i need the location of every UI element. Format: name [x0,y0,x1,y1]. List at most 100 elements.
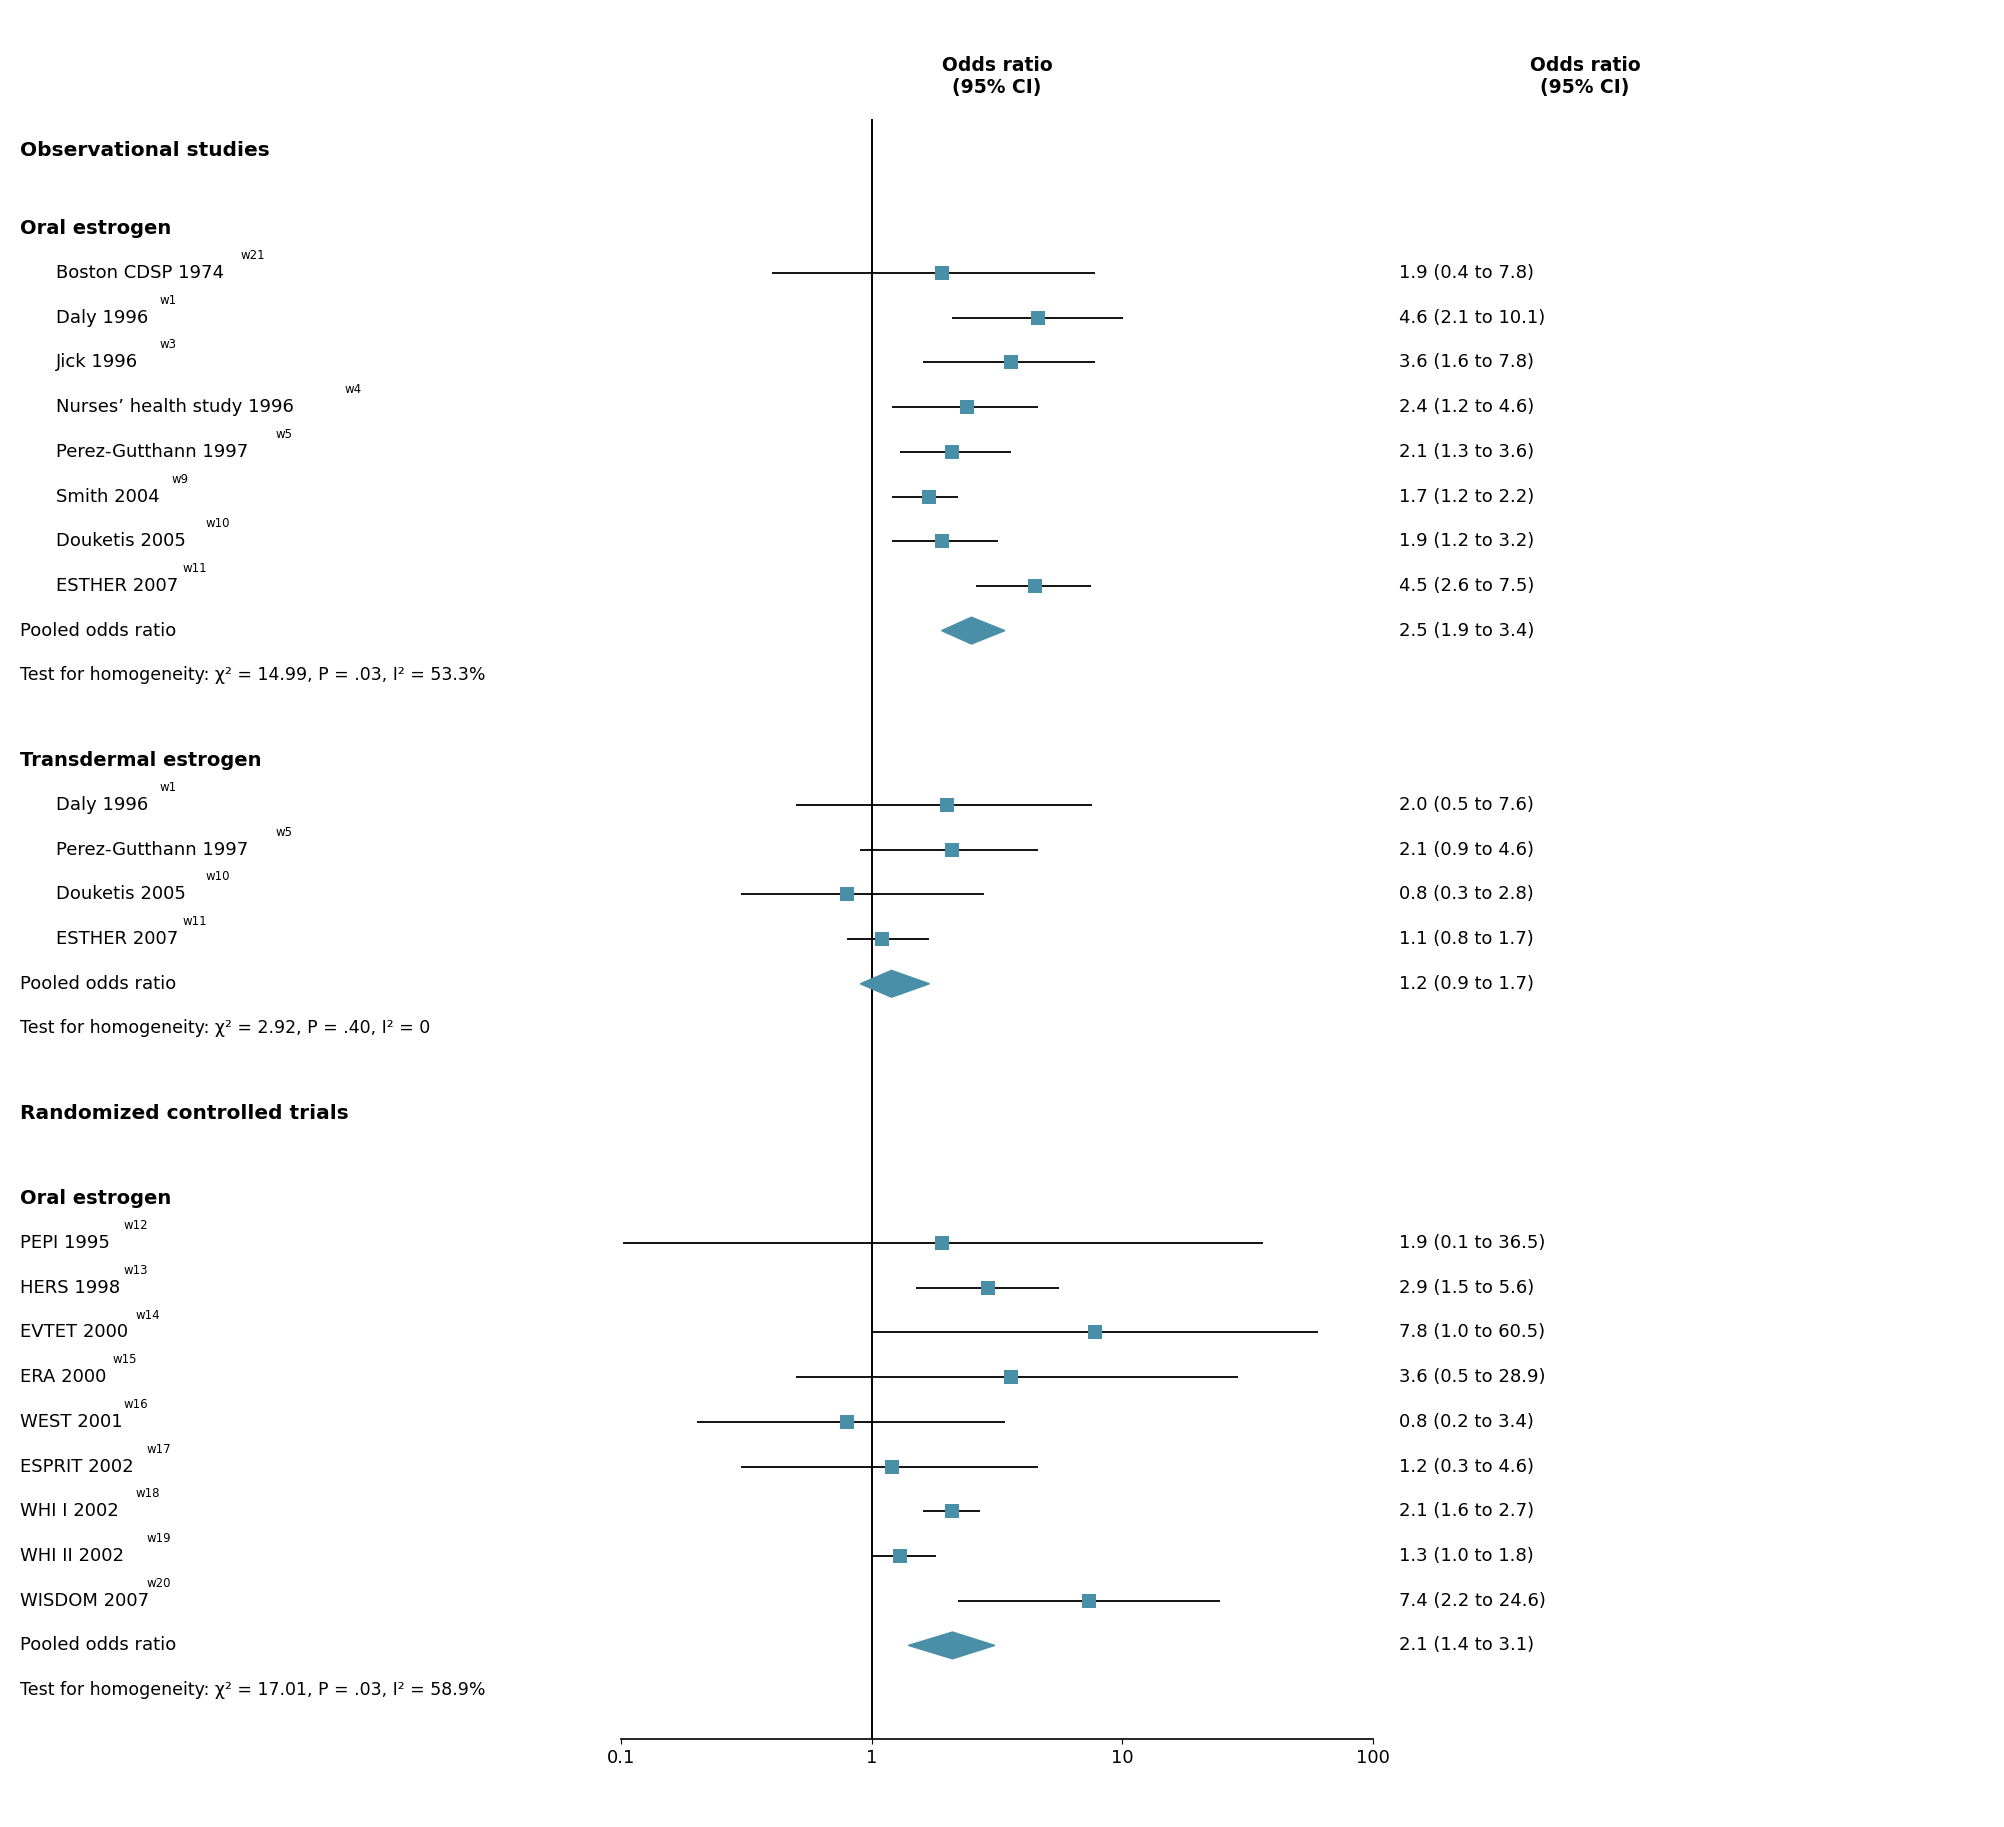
Text: Odds ratio
(95% CI): Odds ratio (95% CI) [942,57,1052,97]
Text: 0.8 (0.2 to 3.4): 0.8 (0.2 to 3.4) [1399,1412,1533,1431]
Text: 2.0 (0.5 to 7.6): 2.0 (0.5 to 7.6) [1399,797,1533,815]
Text: w4: w4 [345,384,361,396]
Polygon shape [908,1632,994,1659]
Text: w5: w5 [275,826,293,839]
Point [926,526,958,555]
Point [926,258,958,287]
Text: 2.5 (1.9 to 3.4): 2.5 (1.9 to 3.4) [1399,621,1535,639]
Text: 1.9 (0.4 to 7.8): 1.9 (0.4 to 7.8) [1399,263,1533,281]
Text: WEST 2001: WEST 2001 [20,1412,122,1431]
Text: 2.9 (1.5 to 5.6): 2.9 (1.5 to 5.6) [1399,1279,1533,1297]
Point [914,482,946,512]
Text: 2.4 (1.2 to 4.6): 2.4 (1.2 to 4.6) [1399,398,1533,417]
Text: w18: w18 [134,1487,160,1500]
Point [936,1496,968,1526]
Point [1020,572,1052,601]
Text: w13: w13 [124,1264,148,1277]
Text: Perez-Gutthann 1997: Perez-Gutthann 1997 [56,840,248,859]
Text: 3.6 (0.5 to 28.9): 3.6 (0.5 to 28.9) [1399,1368,1545,1387]
Text: 1.9 (1.2 to 3.2): 1.9 (1.2 to 3.2) [1399,532,1533,550]
Text: w9: w9 [170,473,188,486]
Text: Daly 1996: Daly 1996 [56,797,148,815]
Text: Douketis 2005: Douketis 2005 [56,532,186,550]
Text: Test for homogeneity: χ² = 14.99, P = .03, I² = 53.3%: Test for homogeneity: χ² = 14.99, P = .0… [20,667,485,685]
Text: Pooled odds ratio: Pooled odds ratio [20,976,176,992]
Point [936,437,968,466]
Point [996,1363,1028,1392]
Text: WHI II 2002: WHI II 2002 [20,1547,124,1566]
Text: WHI I 2002: WHI I 2002 [20,1502,118,1520]
Text: w1: w1 [160,294,176,307]
Text: ESTHER 2007: ESTHER 2007 [56,930,178,948]
Text: 2.1 (1.3 to 3.6): 2.1 (1.3 to 3.6) [1399,442,1533,460]
Text: w16: w16 [124,1398,148,1410]
Text: Nurses’ health study 1996: Nurses’ health study 1996 [56,398,295,417]
Text: 2.1 (1.6 to 2.7): 2.1 (1.6 to 2.7) [1399,1502,1533,1520]
Text: ESPRIT 2002: ESPRIT 2002 [20,1458,134,1476]
Text: Pooled odds ratio: Pooled odds ratio [20,621,176,639]
Text: w21: w21 [240,248,265,261]
Text: Observational studies: Observational studies [20,141,271,159]
Text: HERS 1998: HERS 1998 [20,1279,120,1297]
Text: ERA 2000: ERA 2000 [20,1368,106,1387]
Text: w10: w10 [206,870,230,884]
Text: Randomized controlled trials: Randomized controlled trials [20,1104,349,1124]
Text: Boston CDSP 1974: Boston CDSP 1974 [56,263,224,281]
Text: w15: w15 [112,1354,136,1367]
Text: 7.8 (1.0 to 60.5): 7.8 (1.0 to 60.5) [1399,1323,1545,1341]
Point [936,835,968,864]
Text: ESTHER 2007: ESTHER 2007 [56,577,178,596]
Text: w3: w3 [160,338,176,351]
Text: 4.5 (2.6 to 7.5): 4.5 (2.6 to 7.5) [1399,577,1535,596]
Point [876,1452,908,1482]
Polygon shape [942,618,1004,645]
Polygon shape [860,970,930,998]
Text: Odds ratio
(95% CI): Odds ratio (95% CI) [1529,57,1641,97]
Point [1080,1317,1112,1346]
Point [1074,1586,1106,1615]
Text: 1.1 (0.8 to 1.7): 1.1 (0.8 to 1.7) [1399,930,1533,948]
Text: Perez-Gutthann 1997: Perez-Gutthann 1997 [56,442,248,460]
Text: Test for homogeneity: χ² = 2.92, P = .40, I² = 0: Test for homogeneity: χ² = 2.92, P = .40… [20,1019,431,1038]
Point [884,1542,916,1571]
Point [972,1273,1004,1303]
Text: w11: w11 [182,563,208,576]
Point [952,393,984,422]
Text: w1: w1 [160,780,176,795]
Point [926,1228,958,1257]
Text: w5: w5 [275,428,293,440]
Point [866,924,898,954]
Text: w12: w12 [124,1219,148,1231]
Text: w19: w19 [146,1533,172,1546]
Text: w10: w10 [206,517,230,530]
Text: 1.7 (1.2 to 2.2): 1.7 (1.2 to 2.2) [1399,488,1533,506]
Text: Douketis 2005: Douketis 2005 [56,886,186,903]
Text: w14: w14 [134,1308,160,1321]
Point [832,1407,864,1436]
Text: 0.8 (0.3 to 2.8): 0.8 (0.3 to 2.8) [1399,886,1533,903]
Text: 1.2 (0.9 to 1.7): 1.2 (0.9 to 1.7) [1399,976,1533,992]
Text: Pooled odds ratio: Pooled odds ratio [20,1637,176,1655]
Text: PEPI 1995: PEPI 1995 [20,1233,110,1251]
Text: Transdermal estrogen: Transdermal estrogen [20,751,263,769]
Text: Jick 1996: Jick 1996 [56,353,138,371]
Point [832,881,864,910]
Text: Smith 2004: Smith 2004 [56,488,160,506]
Point [996,347,1028,376]
Text: w20: w20 [146,1577,170,1589]
Text: Daly 1996: Daly 1996 [56,309,148,327]
Text: 1.9 (0.1 to 36.5): 1.9 (0.1 to 36.5) [1399,1233,1545,1251]
Text: 1.3 (1.0 to 1.8): 1.3 (1.0 to 1.8) [1399,1547,1533,1566]
Text: 1.2 (0.3 to 4.6): 1.2 (0.3 to 4.6) [1399,1458,1533,1476]
Text: Oral estrogen: Oral estrogen [20,219,170,238]
Text: WISDOM 2007: WISDOM 2007 [20,1591,148,1610]
Point [1022,303,1054,333]
Text: EVTET 2000: EVTET 2000 [20,1323,128,1341]
Text: 4.6 (2.1 to 10.1): 4.6 (2.1 to 10.1) [1399,309,1545,327]
Point [932,791,964,820]
Text: 2.1 (0.9 to 4.6): 2.1 (0.9 to 4.6) [1399,840,1533,859]
Text: 3.6 (1.6 to 7.8): 3.6 (1.6 to 7.8) [1399,353,1533,371]
Text: w11: w11 [182,915,208,928]
Text: w17: w17 [146,1443,172,1456]
Text: Test for homogeneity: χ² = 17.01, P = .03, I² = 58.9%: Test for homogeneity: χ² = 17.01, P = .0… [20,1681,485,1699]
